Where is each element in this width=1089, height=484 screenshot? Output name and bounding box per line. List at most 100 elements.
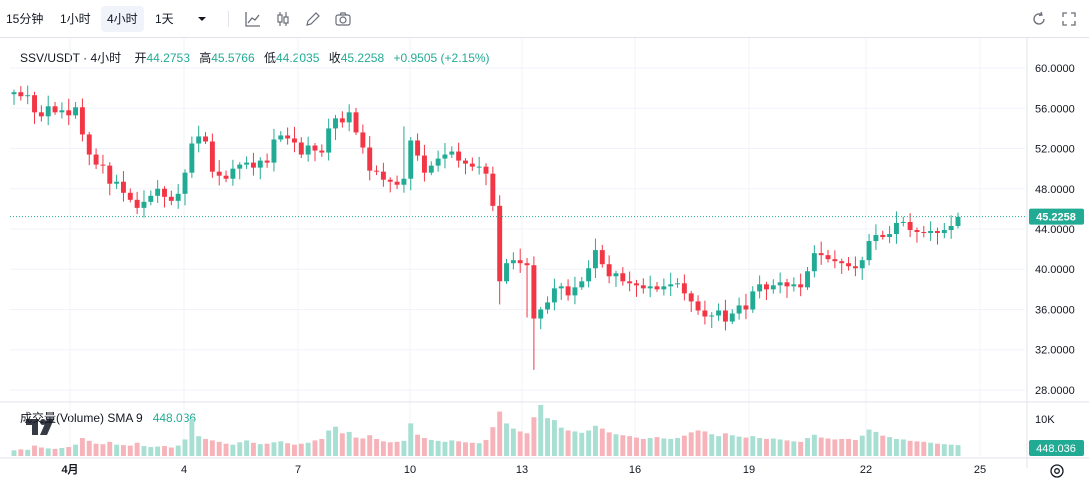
x-tick-label: 7 [295,464,301,476]
volume-bar [203,438,208,456]
pencil-icon[interactable] [303,9,323,29]
volume-bar [517,431,523,456]
timeframe-1d[interactable]: 1天 [155,12,174,26]
candle-body [93,154,99,165]
candle-body [531,265,537,319]
y-tick-label: 60.0000 [1035,63,1075,75]
candle-body [647,286,653,289]
volume-bar [579,432,585,456]
camera-icon[interactable] [333,9,353,29]
volume-bar [25,449,31,456]
volume-bar [155,446,161,456]
volume-bar [250,442,256,456]
chevron-down-icon[interactable] [192,9,212,29]
candle-body [613,273,619,277]
candle-body [476,166,482,168]
low-label: 低 [263,51,276,65]
volume-bar [52,448,58,456]
y-tick-label: 56.0000 [1035,103,1075,115]
volume-bar [285,443,291,456]
candle-body [11,92,17,95]
candle-body [326,128,332,153]
volume-bar [230,444,236,456]
replay-icon[interactable] [1029,9,1049,29]
symbol-label[interactable]: SSV/USDT · 4小时 [20,51,122,65]
volume-tick-label: 10K [1035,414,1055,426]
volume-bar [716,436,722,456]
volume-bar [764,438,769,456]
volume-bar [832,439,838,456]
candle-body [380,171,386,180]
volume-bar [928,442,934,456]
volume-badge-label: 448.036 [1036,443,1076,455]
volume-bar [408,423,414,456]
candle-body [435,158,441,166]
candle-body [73,107,79,116]
candle-body [668,284,674,287]
candle-body [627,281,633,284]
candle-body [257,160,263,168]
volume-bar [168,447,174,456]
y-tick-label: 40.0000 [1035,264,1075,276]
volume-bar [777,439,783,456]
candle-body [770,285,776,290]
volume-bar [736,436,742,456]
x-tick-label: 4 [181,464,187,476]
volume-bar [743,437,749,456]
close-label: 收 [328,51,341,65]
volume-bar [162,446,167,456]
candle-body [223,175,229,179]
candle-body [339,118,345,123]
candle-body [634,283,639,286]
y-tick-label: 52.0000 [1035,144,1075,156]
candles-icon[interactable] [273,9,293,29]
candle-body [504,263,509,282]
candle-body [408,140,414,179]
volume-bar [634,437,639,456]
volume-bar [887,437,893,456]
volume-bar [339,433,345,456]
candle-body [579,281,585,288]
candle-body [551,288,557,303]
candle-body [45,106,51,117]
volume-bar [668,438,674,456]
candle-body [415,140,421,156]
candle-body [456,151,462,161]
candle-body [264,160,270,163]
timeframe-15m[interactable]: 15分钟 [6,12,44,26]
candle-body [818,253,824,256]
y-tick-label: 44.0000 [1035,224,1075,236]
volume-bar [73,444,79,456]
candle-body [839,261,845,264]
candle-body [695,301,701,311]
last-price-badge [1029,208,1084,225]
candle-body [79,107,85,135]
candlestick-chart[interactable]: 60.0000 56.0000 52.0000 48.0000 44.0000 40.00… [0,38,1089,484]
volume-bar [114,444,120,456]
candle-body [538,309,544,319]
candle-body [873,235,879,242]
volume-bar [661,438,667,456]
volume-bar [654,437,660,456]
line-chart-icon[interactable] [243,9,263,29]
candle-body [66,110,72,116]
volume-bar [428,439,434,456]
fullscreen-icon[interactable] [1059,9,1079,29]
volume-bar [380,441,386,456]
volume-bar [873,431,879,456]
candle-body [490,173,496,206]
timeframe-1h[interactable]: 1小时 [60,12,91,26]
volume-bar [237,442,243,456]
candle-body [852,266,858,269]
candle-body [346,112,352,123]
volume-bar [620,435,626,456]
timeframe-4h[interactable]: 4小时 [101,6,144,32]
gear-icon[interactable] [1048,462,1066,480]
volume-bar [45,448,51,456]
candle-body [107,165,113,184]
open-label: 开 [134,51,147,65]
x-tick-label: 16 [629,464,641,476]
candle-body [661,286,667,290]
volume-bar [859,435,865,456]
candle-body [941,230,947,234]
